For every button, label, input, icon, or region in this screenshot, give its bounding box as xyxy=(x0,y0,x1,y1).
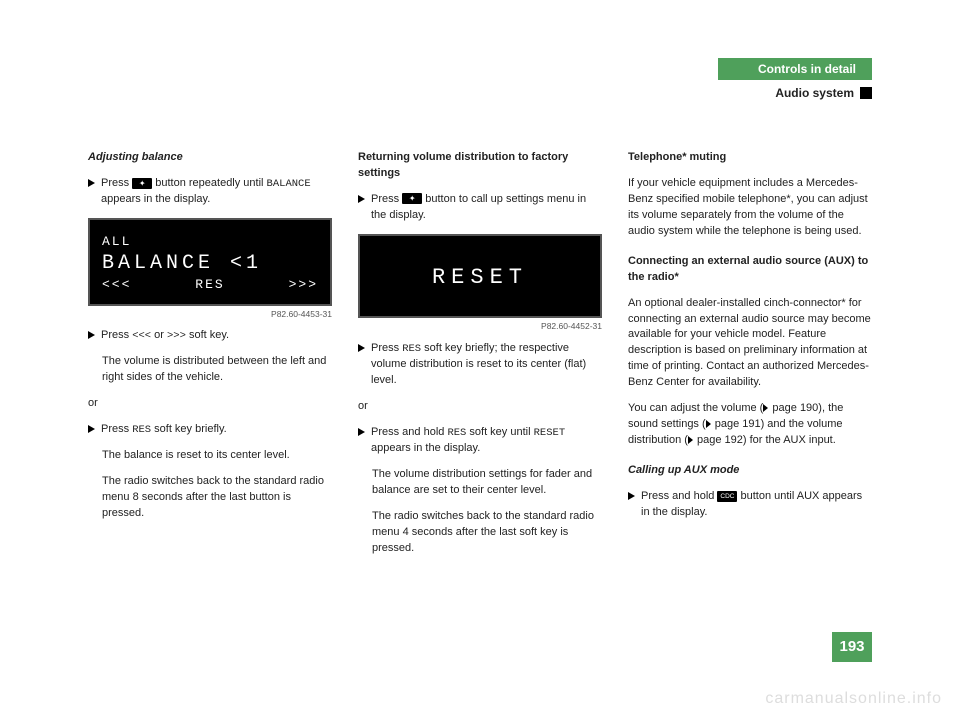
step: Press RES soft key briefly. xyxy=(88,422,332,438)
heading-reset: Returning volume distribution to factory… xyxy=(358,150,602,182)
heading-adjusting-balance: Adjusting balance xyxy=(88,150,332,166)
display-softkeys: <<< RES >>> xyxy=(102,277,318,294)
step-text: Press RES soft key briefly; the respecti… xyxy=(371,341,602,389)
figure-caption: P82.60-4453-31 xyxy=(88,308,332,320)
paragraph: An optional dealer-installed cinch-conne… xyxy=(628,296,872,392)
content-columns: Adjusting balance Press ✦ button repeate… xyxy=(88,150,872,567)
column-2: Returning volume distribution to factory… xyxy=(358,150,602,567)
page-header: Controls in detail Audio system xyxy=(718,58,872,100)
page-ref-icon xyxy=(706,420,711,428)
paragraph: The radio switches back to the standard … xyxy=(102,474,332,522)
step: Press ✦ button to call up settings menu … xyxy=(358,192,602,224)
paragraph: You can adjust the volume ( page 190), t… xyxy=(628,401,872,449)
sound-button-icon: ✦ xyxy=(402,193,422,204)
step-text: Press RES soft key briefly. xyxy=(101,422,227,438)
section-title: Controls in detail xyxy=(718,58,872,80)
bullet-icon xyxy=(88,179,95,187)
paragraph: The volume is distributed between the le… xyxy=(102,354,332,386)
display-line: RESET xyxy=(372,264,588,293)
step-text: Press <<< or >>> soft key. xyxy=(101,328,229,344)
step: Press ✦ button repeatedly until BALANCE … xyxy=(88,176,332,208)
bullet-icon xyxy=(88,331,95,339)
page-ref-icon xyxy=(763,404,768,412)
display-reset: RESET xyxy=(358,234,602,319)
column-1: Adjusting balance Press ✦ button repeate… xyxy=(88,150,332,567)
bullet-icon xyxy=(628,492,635,500)
paragraph: The balance is reset to its center level… xyxy=(102,448,332,464)
display-line: ALL xyxy=(102,234,318,251)
step-text: Press and hold CDC button until AUX appe… xyxy=(641,489,872,521)
step-text: Press and hold RES soft key until RESET … xyxy=(371,425,602,457)
paragraph: The radio switches back to the standard … xyxy=(372,509,602,557)
heading-aux-mode: Calling up AUX mode xyxy=(628,463,872,479)
step: Press RES soft key briefly; the respecti… xyxy=(358,341,602,389)
cdc-button-icon: CDC xyxy=(717,491,737,502)
bullet-icon xyxy=(358,195,365,203)
column-3: Telephone* muting If your vehicle equipm… xyxy=(628,150,872,567)
figure-caption: P82.60-4452-31 xyxy=(358,320,602,332)
manual-page: Controls in detail Audio system Adjustin… xyxy=(0,0,960,720)
heading-aux: Connecting an external audio source (AUX… xyxy=(628,254,872,286)
marker-icon xyxy=(860,87,872,99)
watermark: carmanualsonline.info xyxy=(765,690,942,708)
or-separator: or xyxy=(358,399,602,415)
step: Press <<< or >>> soft key. xyxy=(88,328,332,344)
bullet-icon xyxy=(358,344,365,352)
step-text: Press ✦ button repeatedly until BALANCE … xyxy=(101,176,332,208)
heading-telephone: Telephone* muting xyxy=(628,150,872,166)
or-separator: or xyxy=(88,396,332,412)
step: Press and hold CDC button until AUX appe… xyxy=(628,489,872,521)
paragraph: If your vehicle equipment includes a Mer… xyxy=(628,176,872,240)
display-line: BALANCE <1 xyxy=(102,251,318,277)
display-balance: ALL BALANCE <1 <<< RES >>> xyxy=(88,218,332,306)
subsection-row: Audio system xyxy=(718,86,872,100)
page-ref-icon xyxy=(688,436,693,444)
step-text: Press ✦ button to call up settings menu … xyxy=(371,192,602,224)
subsection-title: Audio system xyxy=(775,86,854,100)
page-number: 193 xyxy=(832,632,872,662)
step: Press and hold RES soft key until RESET … xyxy=(358,425,602,457)
paragraph: The volume distribution settings for fad… xyxy=(372,467,602,499)
sound-button-icon: ✦ xyxy=(132,178,152,189)
bullet-icon xyxy=(358,428,365,436)
bullet-icon xyxy=(88,425,95,433)
